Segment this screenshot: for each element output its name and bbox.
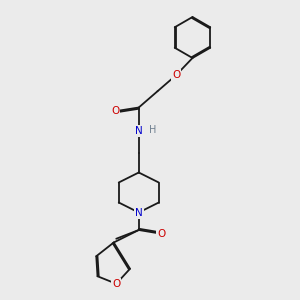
Text: O: O [111,106,119,116]
Text: O: O [157,229,165,239]
Text: O: O [112,279,120,289]
Text: H: H [149,125,156,135]
Text: O: O [172,70,180,80]
Text: N: N [135,126,142,136]
Text: N: N [135,208,142,218]
